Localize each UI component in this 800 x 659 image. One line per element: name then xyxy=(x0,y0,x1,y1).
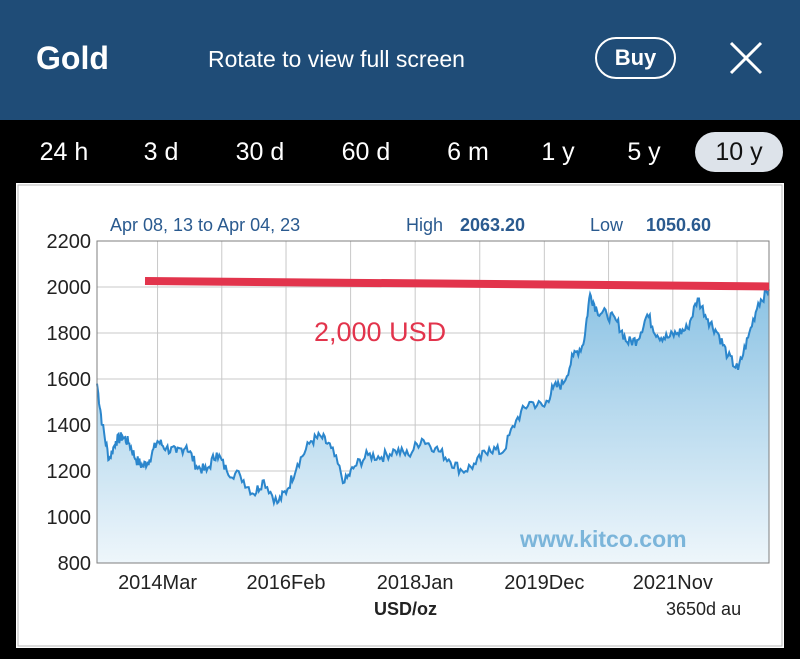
x-axis-ticks: 2014Mar 2016Feb 2018Jan 2019Dec 2021Nov xyxy=(118,572,713,594)
page-title: Gold xyxy=(36,40,109,76)
tab-24h[interactable]: 24 h xyxy=(39,138,89,166)
tab-1y[interactable]: 1 y xyxy=(541,138,575,166)
high-value: 2063.20 xyxy=(460,215,525,235)
y-axis-ticks: 2200 2000 1800 1600 1400 1200 1000 800 xyxy=(47,231,92,575)
watermark: www.kitco.com xyxy=(519,526,687,552)
span-label: 3650d au xyxy=(666,599,741,619)
y-tick-label: 2200 xyxy=(47,231,92,253)
rotate-hint: Rotate to view full screen xyxy=(208,46,465,72)
y-tick-label: 1800 xyxy=(47,323,92,345)
tab-10y[interactable]: 10 y xyxy=(695,132,783,172)
y-tick-label: 1200 xyxy=(47,461,92,483)
tab-6m[interactable]: 6 m xyxy=(447,138,489,166)
plot-frame xyxy=(96,240,770,564)
chart-border xyxy=(17,184,783,647)
price-line xyxy=(96,285,770,508)
top-bar: Gold Rotate to view full screen Buy xyxy=(0,0,800,120)
tab-3d[interactable]: 3 d xyxy=(143,138,179,166)
tab-60d[interactable]: 60 d xyxy=(341,138,391,166)
close-icon[interactable] xyxy=(728,40,764,76)
y-tick-label: 2000 xyxy=(47,277,92,299)
low-value: 1050.60 xyxy=(646,215,711,235)
annotation-label: 2,000 USD xyxy=(314,317,446,347)
tab-30d[interactable]: 30 d xyxy=(235,138,285,166)
x-tick-label: 2021Nov xyxy=(633,572,713,594)
high-label: High xyxy=(406,215,443,235)
y-tick-label: 800 xyxy=(58,553,91,575)
buy-button[interactable]: Buy xyxy=(595,37,676,79)
x-tick-label: 2014Mar xyxy=(118,572,197,594)
time-range-tabs: 24 h 3 d 30 d 60 d 6 m 1 y 5 y 10 y xyxy=(0,120,800,183)
y-tick-label: 1600 xyxy=(47,369,92,391)
x-tick-label: 2016Feb xyxy=(247,572,326,594)
tab-5y[interactable]: 5 y xyxy=(627,138,661,166)
low-label: Low xyxy=(590,215,624,235)
price-area xyxy=(97,289,769,563)
x-tick-label: 2018Jan xyxy=(377,572,454,594)
x-tick-label: 2019Dec xyxy=(504,572,584,594)
y-tick-label: 1000 xyxy=(47,507,92,529)
gold-price-chart: 2200 2000 1800 1600 1400 1200 1000 800 2014Mar 2… xyxy=(16,183,784,648)
unit-label: USD/oz xyxy=(374,599,437,619)
reference-line xyxy=(144,277,770,291)
y-tick-label: 1400 xyxy=(47,415,92,437)
date-range-label: Apr 08, 13 to Apr 04, 23 xyxy=(110,215,300,235)
